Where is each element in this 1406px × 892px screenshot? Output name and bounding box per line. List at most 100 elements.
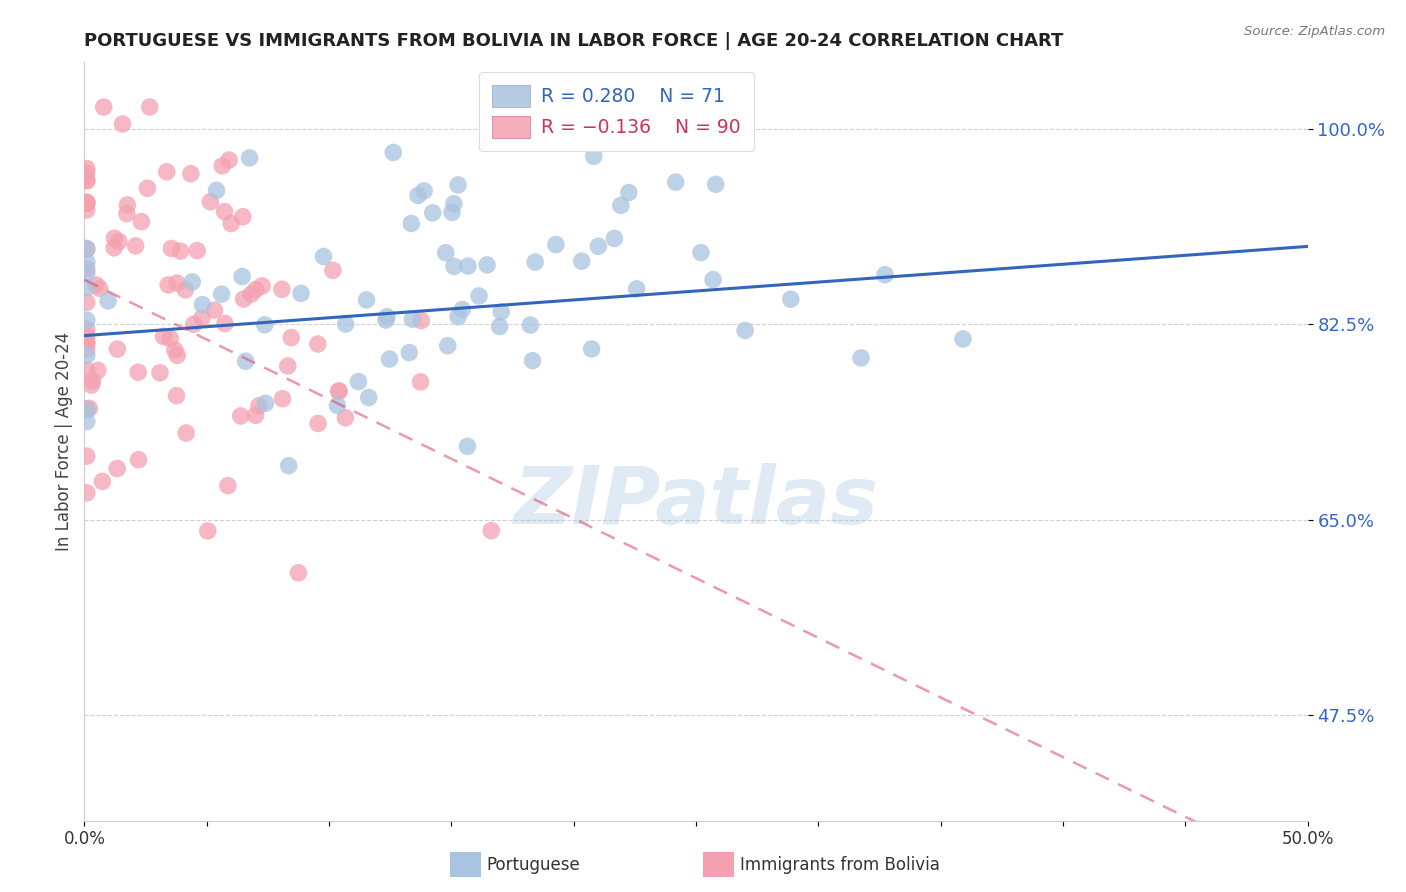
Point xyxy=(157,277,180,292)
Point xyxy=(328,384,350,398)
Point xyxy=(240,287,263,301)
Point xyxy=(441,205,464,219)
Point xyxy=(617,186,640,200)
Text: Source: ZipAtlas.com: Source: ZipAtlas.com xyxy=(1244,25,1385,38)
Point xyxy=(160,242,183,256)
Point xyxy=(398,345,420,359)
Point xyxy=(447,310,470,324)
Point xyxy=(326,398,349,412)
Point xyxy=(443,196,465,211)
Point xyxy=(378,352,401,367)
Point xyxy=(127,365,149,379)
Point xyxy=(335,410,357,425)
Point xyxy=(214,204,236,219)
Point xyxy=(76,342,98,356)
Point xyxy=(166,389,188,403)
Point xyxy=(277,359,299,373)
Point xyxy=(180,167,202,181)
Point xyxy=(76,161,98,176)
Point xyxy=(468,289,491,303)
Point xyxy=(166,276,188,290)
Point xyxy=(76,255,98,269)
Point xyxy=(238,151,260,165)
Point xyxy=(84,277,107,292)
Point xyxy=(456,439,478,453)
Point xyxy=(93,100,115,114)
Point xyxy=(271,392,294,406)
Point xyxy=(166,348,188,362)
Point xyxy=(335,317,357,331)
Point xyxy=(89,281,111,295)
Point xyxy=(211,159,233,173)
Point xyxy=(382,145,405,160)
Point xyxy=(375,310,398,324)
Point xyxy=(588,239,610,253)
Point xyxy=(443,260,465,274)
Point xyxy=(76,449,98,463)
Point xyxy=(491,305,513,319)
Point xyxy=(357,391,380,405)
Point xyxy=(218,153,240,167)
Point xyxy=(76,195,98,210)
Point xyxy=(76,402,98,417)
Point xyxy=(152,329,174,343)
Point xyxy=(307,337,329,351)
Point xyxy=(250,278,273,293)
Text: Immigrants from Bolivia: Immigrants from Bolivia xyxy=(740,856,939,874)
Point xyxy=(610,198,633,212)
Point xyxy=(235,354,257,368)
Point xyxy=(131,214,153,228)
Point xyxy=(322,263,344,277)
Point xyxy=(603,231,626,245)
Point xyxy=(80,378,103,392)
Point xyxy=(457,259,479,273)
Point xyxy=(411,313,433,327)
Point xyxy=(76,363,98,377)
Point xyxy=(76,173,98,187)
Point xyxy=(232,292,254,306)
Point xyxy=(873,268,896,282)
Point xyxy=(76,261,98,276)
Point xyxy=(103,241,125,255)
Point xyxy=(581,342,603,356)
Point xyxy=(409,375,432,389)
Point xyxy=(374,313,396,327)
Point xyxy=(149,366,172,380)
Point xyxy=(97,293,120,308)
Point xyxy=(519,318,541,332)
Point xyxy=(582,149,605,163)
Point xyxy=(91,475,114,489)
Point xyxy=(186,244,208,258)
Point xyxy=(191,311,214,326)
Point xyxy=(136,181,159,195)
Point xyxy=(434,245,457,260)
Point xyxy=(76,174,98,188)
Point xyxy=(290,286,312,301)
Point xyxy=(312,250,335,264)
Point xyxy=(76,401,98,416)
Point xyxy=(76,295,98,310)
Point xyxy=(413,184,436,198)
Point xyxy=(76,348,98,362)
Point xyxy=(475,258,498,272)
Point xyxy=(422,206,444,220)
Point xyxy=(76,195,98,210)
Point xyxy=(76,241,98,255)
Point xyxy=(79,401,101,416)
Point xyxy=(159,332,181,346)
Point xyxy=(76,415,98,429)
Point xyxy=(522,353,544,368)
Point xyxy=(76,335,98,350)
Point xyxy=(174,283,197,297)
Point xyxy=(451,302,474,317)
Point xyxy=(277,458,299,473)
Text: PORTUGUESE VS IMMIGRANTS FROM BOLIVIA IN LABOR FORCE | AGE 20-24 CORRELATION CHA: PORTUGUESE VS IMMIGRANTS FROM BOLIVIA IN… xyxy=(84,32,1064,50)
Point xyxy=(76,196,98,211)
Point xyxy=(76,266,98,280)
Point xyxy=(524,255,547,269)
Point xyxy=(544,237,567,252)
Point xyxy=(111,117,134,131)
Point xyxy=(76,166,98,180)
Point xyxy=(254,396,277,410)
Point xyxy=(156,165,179,179)
